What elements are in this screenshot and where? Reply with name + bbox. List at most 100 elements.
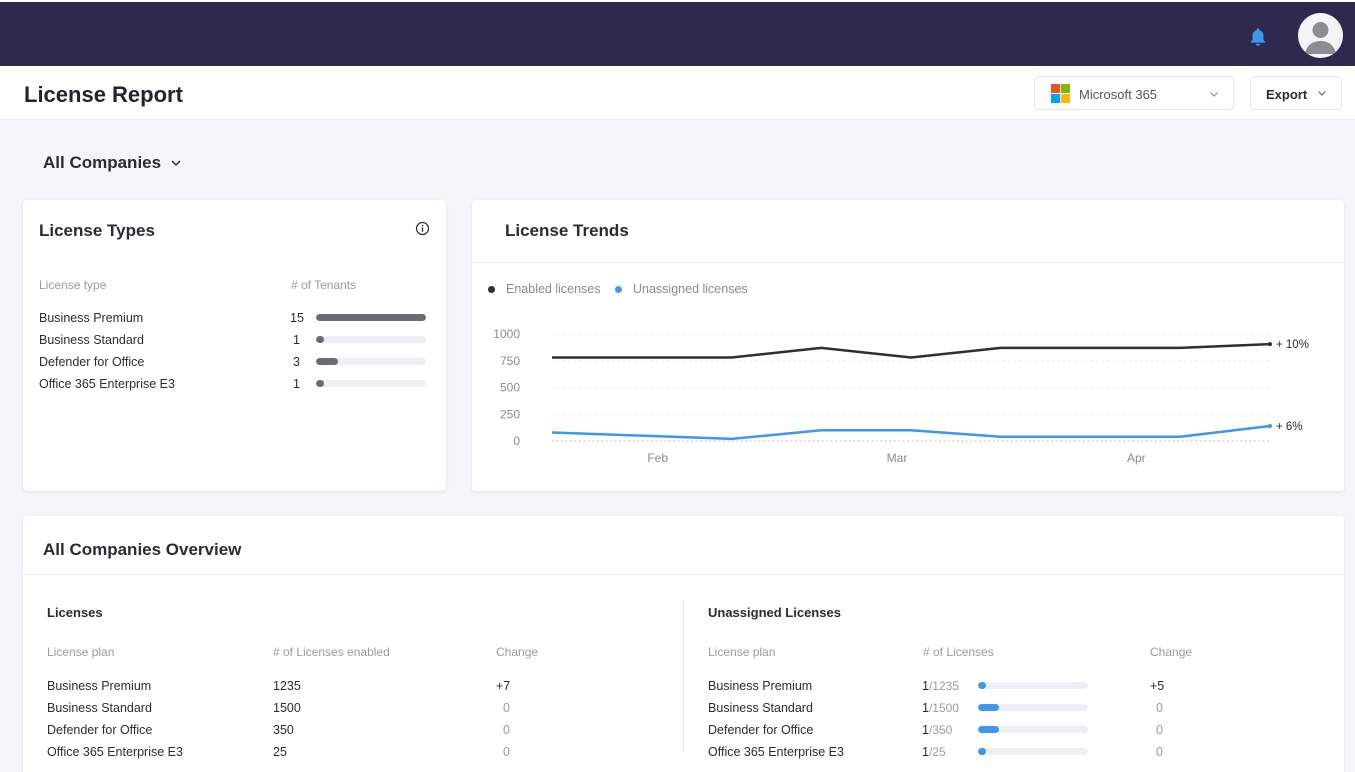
column-header-change: Change	[496, 645, 539, 659]
card-divider	[472, 262, 1344, 263]
tenant-bar	[316, 336, 426, 343]
page-header: License Report Microsoft 365 Export	[0, 66, 1355, 120]
user-silhouette-icon	[1305, 22, 1336, 54]
overview-title: All Companies Overview	[43, 540, 242, 559]
export-button-label: Export	[1266, 87, 1308, 102]
tenant-count: 1	[293, 333, 300, 347]
column-header-licenses: # of Licenses	[923, 645, 994, 659]
license-plan: Defender for Office	[708, 723, 814, 737]
legend-item-enabled: Enabled licenses	[488, 282, 601, 296]
series-line-unassigned	[551, 424, 1271, 441]
license-plan: Business Premium	[47, 679, 152, 693]
license-count: 1/350	[922, 723, 952, 737]
license-trends-chart: 1000 750 500 250 0 Feb Mar Apr + 10% + 6%	[493, 327, 1309, 465]
unassigned-bar	[978, 726, 1088, 733]
y-tick-label: 1000	[493, 327, 520, 341]
x-tick-label: Apr	[1127, 451, 1146, 465]
column-header-change: Change	[1150, 645, 1193, 659]
company-filter-dropdown[interactable]: All Companies	[43, 151, 182, 175]
column-header-license-plan: License plan	[708, 645, 776, 659]
licenses-enabled: 1235	[273, 679, 301, 693]
license-type-name: Business Premium	[39, 311, 144, 325]
license-count: 1/1500	[922, 701, 959, 715]
license-total: /350	[928, 723, 953, 737]
tenant-bar	[316, 314, 426, 321]
tenant-bar	[316, 380, 426, 387]
licenses-enabled: 350	[273, 723, 294, 737]
license-total: /25	[928, 745, 946, 759]
y-tick-label: 250	[500, 407, 520, 421]
change-value: 0	[1156, 701, 1163, 715]
change-value: 0	[503, 723, 510, 737]
series-end-label: + 10%	[1276, 339, 1309, 351]
y-tick-label: 500	[500, 381, 520, 395]
chevron-down-icon	[1318, 91, 1326, 96]
license-plan: Office 365 Enterprise E3	[47, 745, 183, 759]
tenant-count: 1	[293, 377, 300, 391]
change-value: +5	[1150, 679, 1165, 693]
license-used: 1	[922, 679, 929, 693]
company-filter-label: All Companies	[43, 153, 162, 172]
license-type-name: Business Standard	[39, 333, 144, 347]
license-plan: Business Standard	[708, 701, 813, 715]
license-count: 1/25	[922, 745, 946, 759]
license-plan: Business Standard	[47, 701, 152, 715]
series-end-point	[1268, 424, 1272, 429]
tenant-count: 3	[293, 355, 300, 369]
tenant-bar	[316, 358, 426, 365]
user-avatar[interactable]	[1298, 13, 1343, 58]
change-value: 0	[503, 701, 510, 715]
column-header-license-type: License type	[39, 278, 107, 292]
license-used: 1	[922, 701, 929, 715]
card-divider	[23, 574, 1344, 575]
unassigned-bar	[978, 682, 1088, 689]
license-trends-title: License Trends	[505, 221, 629, 240]
product-select-value: Microsoft 365	[1079, 87, 1158, 102]
x-tick-label: Feb	[647, 451, 668, 465]
license-plan: Defender for Office	[47, 723, 153, 737]
change-value: +7	[496, 679, 511, 693]
legend-label: Unassigned licenses	[633, 282, 748, 296]
product-select[interactable]: Microsoft 365	[1034, 76, 1234, 110]
x-tick-label: Mar	[887, 451, 908, 465]
y-tick-label: 750	[500, 354, 520, 368]
chevron-down-icon	[171, 160, 181, 167]
license-total: /1235	[928, 679, 959, 693]
export-button[interactable]: Export	[1250, 76, 1342, 110]
tenant-count: 15	[290, 311, 304, 325]
series-end-point	[1268, 342, 1272, 347]
legend-dot	[615, 285, 622, 293]
unassigned-bar	[978, 704, 1088, 711]
unassigned-section-title: Unassigned Licenses	[708, 605, 841, 620]
chevron-down-icon	[1210, 92, 1218, 97]
licenses-enabled: 25	[273, 745, 287, 759]
page-title: License Report	[24, 82, 183, 107]
info-icon[interactable]	[415, 221, 430, 236]
column-header-licenses-enabled: # of Licenses enabled	[273, 645, 390, 659]
notification-bell-icon[interactable]	[1247, 26, 1269, 48]
microsoft-logo-icon	[1051, 84, 1070, 103]
license-trends-card: License Trends Enabled licenses Unassign…	[472, 200, 1344, 491]
license-total: /1500	[928, 701, 959, 715]
legend-dot	[488, 285, 495, 293]
license-types-card: License Types License type # of Tenants …	[23, 200, 446, 491]
license-plan: Office 365 Enterprise E3	[708, 745, 844, 759]
y-tick-label: 0	[513, 434, 520, 448]
license-used: 1	[922, 723, 929, 737]
license-count: 1/1235	[922, 679, 959, 693]
licenses-enabled: 1500	[273, 701, 301, 715]
change-value: 0	[503, 745, 510, 759]
change-value: 0	[1156, 723, 1163, 737]
top-navigation-bar	[0, 0, 1355, 66]
legend-label: Enabled licenses	[506, 282, 601, 296]
column-header-license-plan: License plan	[47, 645, 115, 659]
section-divider	[683, 600, 684, 752]
license-types-title: License Types	[39, 221, 155, 240]
unassigned-bar	[978, 748, 1088, 755]
change-value: 0	[1156, 745, 1163, 759]
series-line-enabled	[552, 342, 1271, 359]
license-used: 1	[922, 745, 929, 759]
column-header-tenants: # of Tenants	[291, 278, 357, 292]
license-type-name: Office 365 Enterprise E3	[39, 377, 175, 391]
license-plan: Business Premium	[708, 679, 813, 693]
